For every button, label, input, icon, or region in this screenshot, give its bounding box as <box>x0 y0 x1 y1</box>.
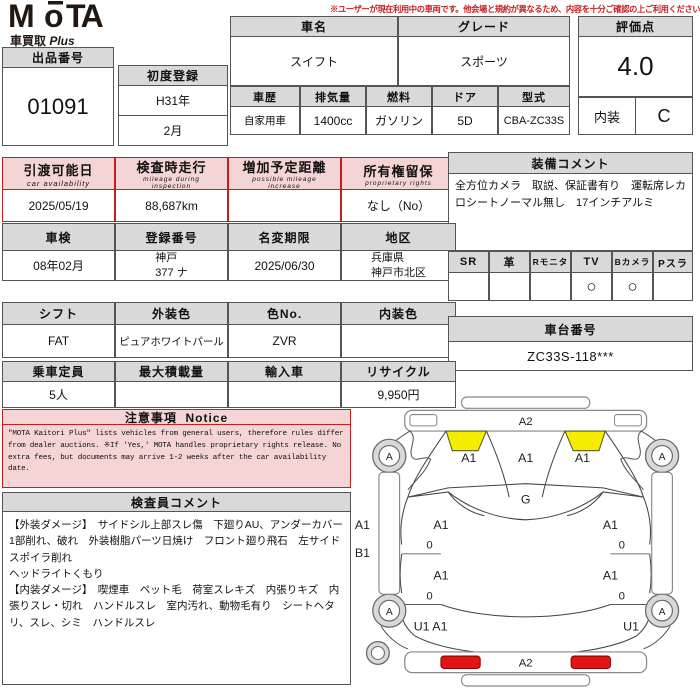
svg-text:o: o <box>44 0 63 33</box>
svg-text:A: A <box>659 452 666 463</box>
svg-text:M: M <box>8 0 33 33</box>
svg-text:A1: A1 <box>603 569 618 583</box>
svg-text:B1: B1 <box>355 546 370 560</box>
svg-text:U1 A1: U1 A1 <box>414 619 448 633</box>
svg-text:A2: A2 <box>519 416 533 428</box>
svg-text:G: G <box>521 492 531 506</box>
svg-text:0: 0 <box>426 540 432 552</box>
svg-text:A: A <box>386 607 393 618</box>
svg-text:A: A <box>386 452 393 463</box>
svg-text:A1: A1 <box>355 518 370 532</box>
svg-text:U1: U1 <box>623 619 639 633</box>
svg-text:A1: A1 <box>433 518 448 532</box>
svg-text:TA: TA <box>66 0 104 33</box>
svg-text:A1: A1 <box>518 451 533 465</box>
svg-text:A2: A2 <box>519 657 533 669</box>
svg-text:A1: A1 <box>433 569 448 583</box>
svg-text:A1: A1 <box>461 451 476 465</box>
svg-text:0: 0 <box>619 540 625 552</box>
svg-text:0: 0 <box>426 590 432 602</box>
svg-text:0: 0 <box>619 590 625 602</box>
svg-text:A1: A1 <box>603 518 618 532</box>
svg-text:A: A <box>659 607 666 618</box>
svg-text:A1: A1 <box>575 451 590 465</box>
